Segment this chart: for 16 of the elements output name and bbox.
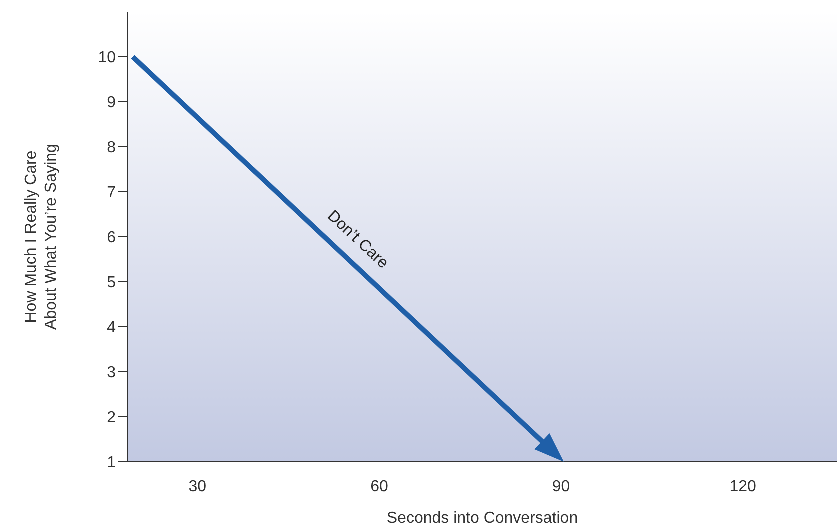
y-tick-label: 2 — [107, 410, 116, 427]
y-axis-title: How Much I Really Care About What You’re Saying — [23, 144, 60, 330]
x-tick-label: 120 — [730, 478, 757, 496]
y-tick-label: 7 — [107, 184, 116, 202]
x-tick-label: 90 — [552, 478, 570, 496]
y-tick-label: 8 — [107, 140, 116, 157]
y-tick-label: 3 — [107, 364, 116, 382]
x-axis-title: Seconds into Conversation — [386, 510, 578, 527]
y-tick-label: 1 — [107, 454, 116, 472]
y-tick-label: 9 — [107, 94, 116, 112]
y-tick-label: 6 — [107, 230, 116, 247]
x-tick-label: 30 — [188, 478, 207, 496]
x-tick-label: 60 — [370, 478, 388, 496]
y-tick-label: 5 — [107, 274, 116, 292]
y-tick-label: 10 — [98, 50, 116, 67]
y-tick-label: 4 — [107, 320, 116, 337]
